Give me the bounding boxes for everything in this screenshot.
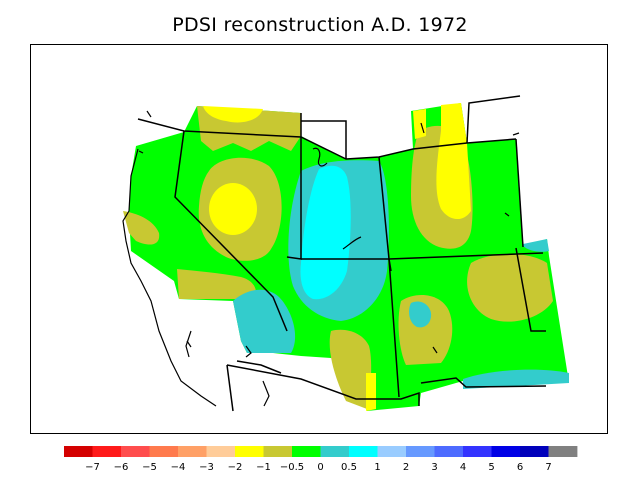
region-teal-nm [409,301,432,328]
legend-tick-label: 5 [488,462,494,473]
legend-tick-label: 1 [374,462,380,473]
map-frame [30,44,608,434]
legend-swatch [491,446,521,457]
region-olive-west [123,211,160,245]
legend-swatch [121,446,150,457]
legend-swatch [206,446,236,457]
legend-tick-label: −7 [85,462,100,473]
region-teal-co [523,239,549,252]
legend-swatch [520,446,549,457]
legend-swatch [292,446,321,457]
lakes [138,110,520,354]
legend-swatch [434,446,464,457]
coastline [122,148,270,407]
pdsi-map [122,95,569,412]
legend-swatch [406,446,435,457]
legend-swatch [235,446,264,457]
legend-tick-label: −4 [171,462,186,473]
state-borders [137,95,547,412]
legend-tick-label: 0.5 [341,462,357,473]
legend-tick-label: −5 [142,462,157,473]
legend-swatch [320,446,350,457]
legend-tick-label: 2 [403,462,409,473]
legend-swatch [463,446,492,457]
legend-swatch [349,446,378,457]
region-yellow-az [366,373,376,411]
region-cyan-utah [300,165,351,300]
legend-swatch [178,446,207,457]
legend-swatch [263,446,293,457]
legend-swatches [64,446,578,457]
region-yellow-n [203,106,263,123]
region-olive-south [177,269,256,299]
region-yellow-nevada [209,183,257,235]
legend-tick-label: 6 [517,462,523,473]
legend-tick-label: 0 [317,462,323,473]
legend-tick-labels: −7 −6 −5 −4 −3 −2 −1 −0.5 0 0.5 1 2 3 4 5 6 7 [85,462,552,473]
region-olive-e [467,254,553,322]
legend-tick-label: −2 [228,462,243,473]
region-olive-az [329,329,372,409]
legend-tick-label: 7 [545,462,551,473]
legend-tick-label: −3 [199,462,214,473]
legend-swatch [149,446,179,457]
region-yellow-ne [436,103,471,220]
legend-tick-label: −0.5 [280,462,304,473]
legend-tick-label: −6 [114,462,129,473]
region-teal-sw [233,289,296,353]
map-title: PDSI reconstruction A.D. 1972 [172,14,468,36]
legend-tick-label: −1 [256,462,271,473]
region-yellow-small-ne [413,109,426,139]
legend-tick-label: 3 [431,462,437,473]
legend-swatch [548,446,578,457]
legend-tick-label: 4 [460,462,466,473]
legend-swatch [92,446,122,457]
region-teal-se [463,369,569,389]
legend-swatch [377,446,407,457]
legend-swatch [64,446,93,457]
